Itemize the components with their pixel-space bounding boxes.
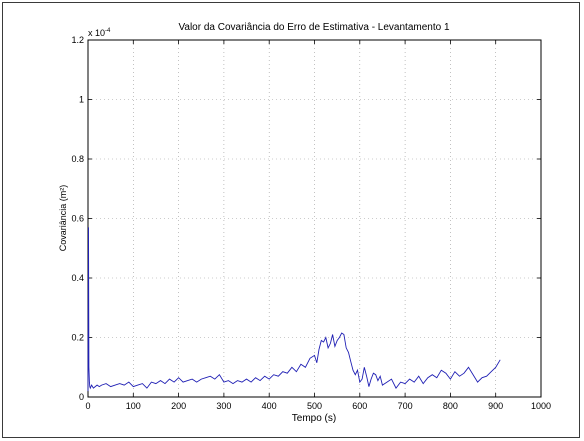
- x-tick-label: 0: [85, 401, 90, 411]
- y-tick-label: 0.2: [71, 333, 84, 343]
- y-axis-label: Covariância (m²): [58, 185, 68, 252]
- x-tick-label: 400: [262, 401, 277, 411]
- chart-title: Valor da Covariância do Erro de Estimati…: [178, 22, 450, 33]
- x-tick-label: 500: [307, 401, 322, 411]
- y-tick-label: 0.4: [71, 273, 84, 283]
- y-multiplier-label: x 10-4: [88, 28, 111, 38]
- x-tick-label: 1000: [531, 401, 551, 411]
- x-tick-label: 200: [171, 401, 186, 411]
- y-tick-label: 0: [79, 392, 84, 402]
- plot-background: [88, 40, 541, 397]
- x-tick-label: 600: [352, 401, 367, 411]
- y-multiplier-exponent: -4: [105, 28, 111, 34]
- x-tick-label: 800: [443, 401, 458, 411]
- x-axis-label: Tempo (s): [292, 413, 336, 424]
- x-tick-labels: 0 100 200 300 400 500 600 700 800 900 1000: [85, 401, 551, 411]
- x-tick-label: 300: [216, 401, 231, 411]
- y-tick-labels: 0 0.2 0.4 0.6 0.8 1 1.2: [71, 35, 84, 402]
- x-tick-label: 900: [488, 401, 503, 411]
- y-tick-label: 0.8: [71, 154, 84, 164]
- plot-area-border: [87, 39, 542, 398]
- x-tick-label: 100: [126, 401, 141, 411]
- y-tick-label: 1: [79, 95, 84, 105]
- y-tick-label: 0.6: [71, 214, 84, 224]
- y-multiplier-base: x 10: [88, 28, 105, 38]
- y-tick-label: 1.2: [71, 35, 84, 45]
- x-tick-label: 700: [398, 401, 413, 411]
- covariance-series-line: [87, 227, 501, 392]
